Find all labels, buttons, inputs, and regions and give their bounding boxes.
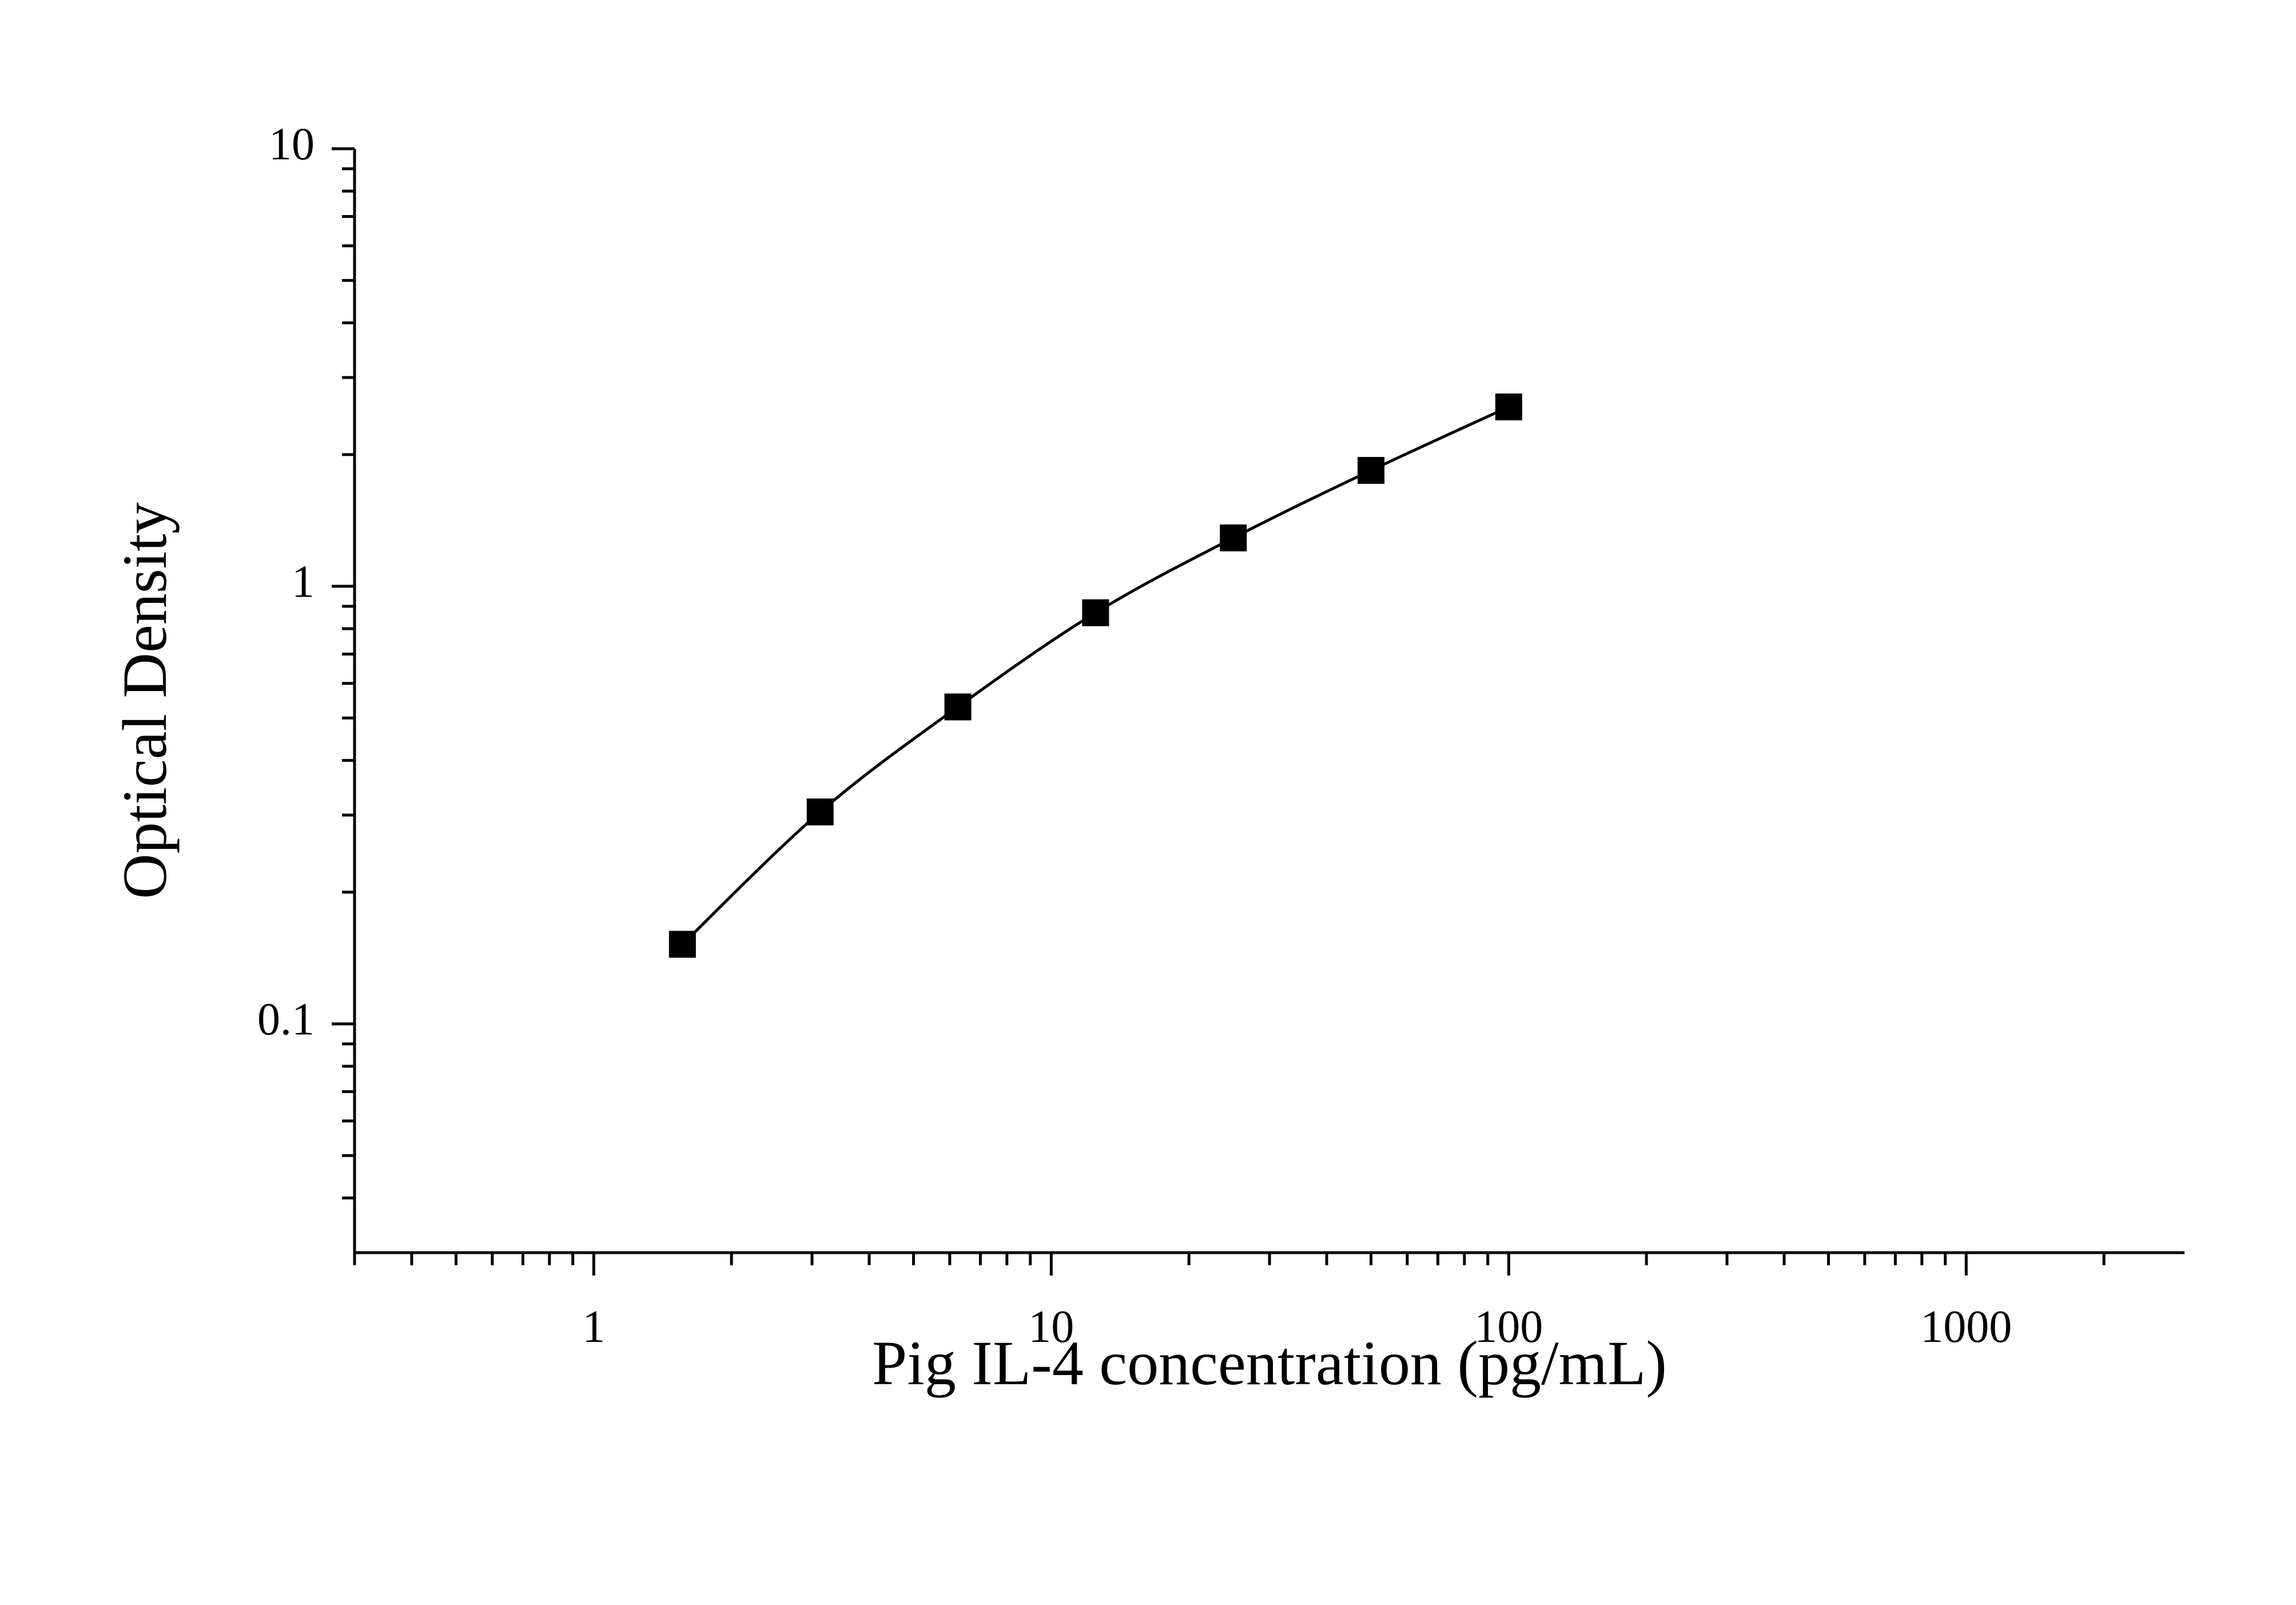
- y-axis-label: Optical Density: [110, 502, 180, 899]
- data-point: [1358, 457, 1384, 483]
- y-tick-label: 0.1: [257, 994, 315, 1044]
- data-point: [945, 694, 971, 720]
- y-tick-label: 1: [292, 557, 315, 607]
- data-point: [1083, 599, 1109, 626]
- chart-svg: 11010010000.1110Pig IL-4 concentration (…: [0, 0, 2296, 1605]
- data-point: [1495, 394, 1522, 420]
- x-tick-label: 1: [582, 1302, 605, 1352]
- data-point: [807, 799, 833, 825]
- x-axis-label: Pig IL-4 concentration (pg/mL): [872, 1328, 1667, 1398]
- chart-container: 11010010000.1110Pig IL-4 concentration (…: [0, 0, 2296, 1605]
- y-tick-label: 10: [269, 119, 315, 169]
- data-point: [1220, 525, 1247, 551]
- x-tick-label: 1000: [1920, 1302, 2012, 1352]
- data-point: [669, 931, 695, 958]
